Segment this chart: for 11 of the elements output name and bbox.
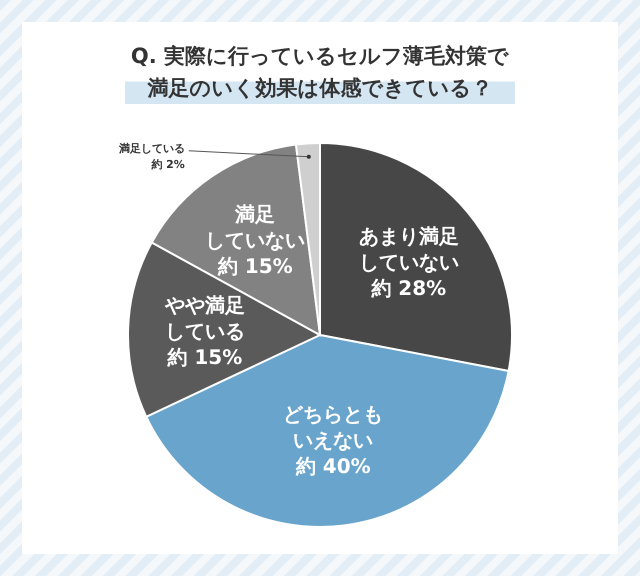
data-label: 約 28% xyxy=(371,276,446,300)
chart-title: Q. 実際に行っているセルフ薄毛対策で満足のいく効果は体感できている？ xyxy=(124,40,516,104)
data-label: 約 15% xyxy=(167,345,242,370)
slice-label: 満足していない xyxy=(205,202,306,252)
slice-label: どちらともいえない xyxy=(283,402,384,452)
data-label: 約 40% xyxy=(296,454,371,478)
data-label: 約 15% xyxy=(218,254,293,278)
slice-label: やや満足している xyxy=(164,293,245,344)
slice-label: 満足している xyxy=(118,142,185,155)
slice-label: あまり満足していない xyxy=(358,224,459,274)
data-label: 約 2% xyxy=(151,158,185,171)
